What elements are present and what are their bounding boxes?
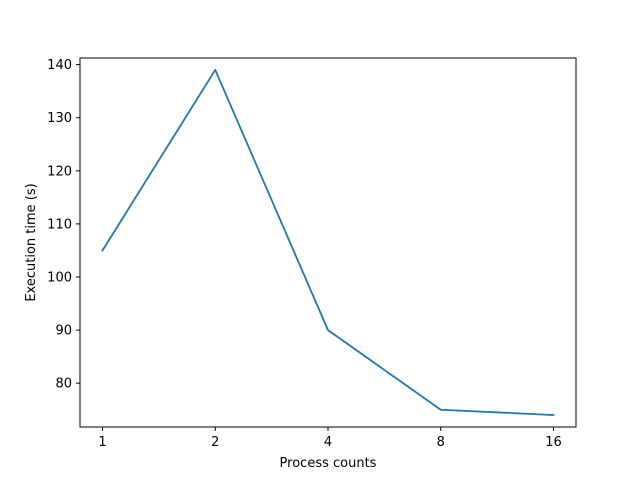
x-axis-label: Process counts	[280, 456, 377, 471]
x-axis: 1 2 4 8 16	[98, 427, 562, 450]
y-axis-label: Execution time (s)	[24, 183, 39, 301]
y-tick-label: 130	[47, 111, 72, 126]
marks-layer	[101, 69, 555, 416]
y-tick-label: 100	[47, 271, 72, 286]
x-tick-label: 16	[545, 435, 562, 450]
y-tick-label: 140	[47, 58, 72, 73]
y-tick-label: 110	[47, 217, 72, 232]
plot-area	[80, 58, 576, 427]
y-tick-label: 90	[55, 324, 72, 339]
x-tick-label: 8	[437, 435, 445, 450]
y-tick-label: 120	[47, 164, 72, 179]
x-tick-label: 2	[211, 435, 219, 450]
y-tick-label: 80	[55, 377, 72, 392]
x-tick-label: 4	[324, 435, 332, 450]
series-line	[101, 69, 555, 416]
x-tick-label: 1	[98, 435, 106, 450]
y-axis: 80 90 100 110 120 130 140	[47, 58, 80, 392]
